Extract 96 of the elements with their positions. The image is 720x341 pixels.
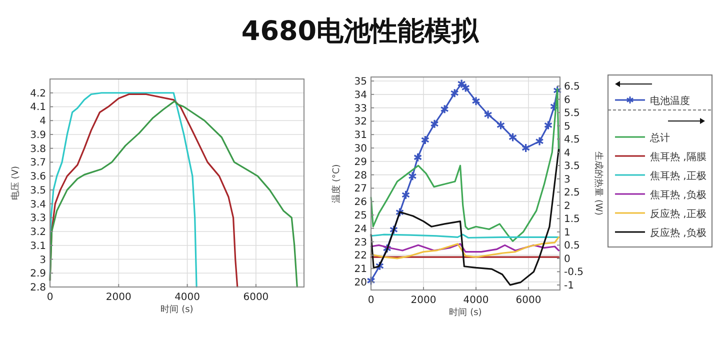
- y-tick-label: 3.6: [30, 172, 46, 183]
- legend-label: 焦耳热 ,隔膜: [650, 151, 706, 163]
- line-series: [49, 100, 298, 288]
- point: [544, 120, 553, 130]
- y-tick-label: 34: [354, 90, 367, 101]
- y-tick-label: 24: [354, 224, 367, 235]
- y-tick-label: 3.5: [30, 185, 46, 196]
- point: [420, 135, 430, 145]
- text: 4680电池性能模拟: [241, 16, 480, 47]
- y-tick-label: 28: [354, 170, 367, 182]
- x-tick-label: 4000: [174, 292, 200, 303]
- y-tick-label: 31: [354, 130, 367, 142]
- x-tick-label: 4000: [463, 295, 489, 306]
- x-tick-label: 2000: [106, 292, 132, 303]
- point: [366, 276, 376, 286]
- y-axis-title: 电压 (V): [10, 166, 21, 200]
- point: [430, 119, 439, 129]
- y-tick-label: 4.2: [30, 88, 46, 100]
- y2-tick-label: 5: [564, 121, 570, 132]
- x-tick-label: 6000: [516, 295, 542, 306]
- legend-label: 焦耳热 ,负极: [650, 189, 706, 201]
- y-tick-label: 3.8: [30, 144, 46, 155]
- legend-label: 反应热 ,负极: [650, 227, 706, 239]
- point: [508, 132, 518, 142]
- y-tick-label: 3.2: [30, 227, 46, 238]
- y-tick-label: 4: [40, 116, 46, 128]
- x-tick-label: 2000: [410, 295, 436, 306]
- x-axis-title: 时间 (s): [449, 307, 482, 318]
- x-tick-label: 0: [368, 295, 374, 306]
- line-series: [370, 88, 560, 242]
- point: [414, 152, 422, 162]
- point: [375, 261, 384, 271]
- y-tick-label: 3: [40, 254, 46, 266]
- point: [496, 120, 506, 130]
- y-tick-label: 23: [354, 237, 367, 248]
- y2-tick-label: -0.5: [564, 267, 584, 278]
- legend-label: 总计: [649, 132, 670, 144]
- y2-tick-label: 0: [564, 254, 570, 265]
- y-tick-label: 2.8: [30, 282, 46, 294]
- y-tick-label: 20: [354, 277, 367, 288]
- y2-tick-label: 2: [564, 200, 570, 212]
- line-series: [370, 236, 560, 260]
- y-tick-label: 25: [354, 210, 367, 222]
- line-series: [49, 92, 198, 288]
- point: [553, 86, 562, 96]
- line-series: [370, 148, 560, 286]
- point: [522, 143, 530, 153]
- y2-tick-label: 4.5: [564, 134, 580, 146]
- y2-tick-label: 6: [564, 94, 570, 106]
- y-tick-label: 2.9: [30, 268, 46, 280]
- y-tick-label: 29: [354, 156, 367, 168]
- y-tick-label: 27: [354, 184, 367, 195]
- y-tick-label: 30: [354, 144, 367, 154]
- point: [389, 224, 398, 235]
- point: [408, 171, 417, 181]
- x-axis-title: 时间 (s): [160, 304, 194, 315]
- y2-axis-title: 生成的热量 (W): [593, 152, 604, 216]
- y2-tick-label: -1: [564, 280, 574, 292]
- y-tick-label: 3.9: [30, 130, 46, 141]
- point: [535, 136, 544, 146]
- y-tick-label: 3.3: [30, 213, 46, 224]
- y-tick-label: 32: [354, 116, 367, 128]
- y2-tick-label: 2.5: [564, 188, 580, 199]
- y2-tick-label: 4: [564, 148, 570, 159]
- point: [461, 82, 470, 93]
- y-tick-label: 22: [354, 250, 367, 262]
- y-tick-label: 35: [354, 76, 367, 88]
- point: [472, 96, 480, 106]
- y-tick-label: 26: [354, 197, 367, 208]
- point: [450, 88, 459, 98]
- legend-label: 电池温度: [650, 95, 690, 107]
- y-tick-label: 21: [354, 264, 367, 276]
- point: [396, 208, 404, 218]
- x-tick-label: 6000: [243, 292, 269, 303]
- y-tick-label: 3.7: [30, 158, 46, 169]
- point: [382, 244, 392, 254]
- y2-tick-label: 0.5: [564, 240, 580, 252]
- point: [402, 190, 410, 200]
- y2-tick-label: 5.5: [564, 108, 580, 120]
- y-tick-label: 3.4: [30, 199, 46, 210]
- y2-tick-label: 6.5: [564, 82, 580, 93]
- legend-label: 反应热 ,正极: [650, 208, 706, 220]
- y2-tick-label: 1: [564, 227, 570, 238]
- y-axis-title: 温度 (°C): [331, 164, 342, 203]
- y2-tick-label: 3: [564, 174, 570, 186]
- legend-label: 焦耳热 ,正极: [650, 170, 706, 182]
- line-series: [49, 93, 238, 288]
- x-tick-label: 0: [46, 292, 54, 303]
- y2-tick-label: 3.5: [564, 161, 580, 172]
- line-series: [370, 243, 560, 253]
- point: [440, 104, 449, 114]
- y2-tick-label: 1.5: [564, 214, 580, 226]
- point: [484, 110, 492, 120]
- y-tick-label: 33: [354, 103, 367, 114]
- y-tick-label: 3.1: [30, 240, 46, 252]
- y-tick-label: 4.1: [30, 102, 46, 114]
